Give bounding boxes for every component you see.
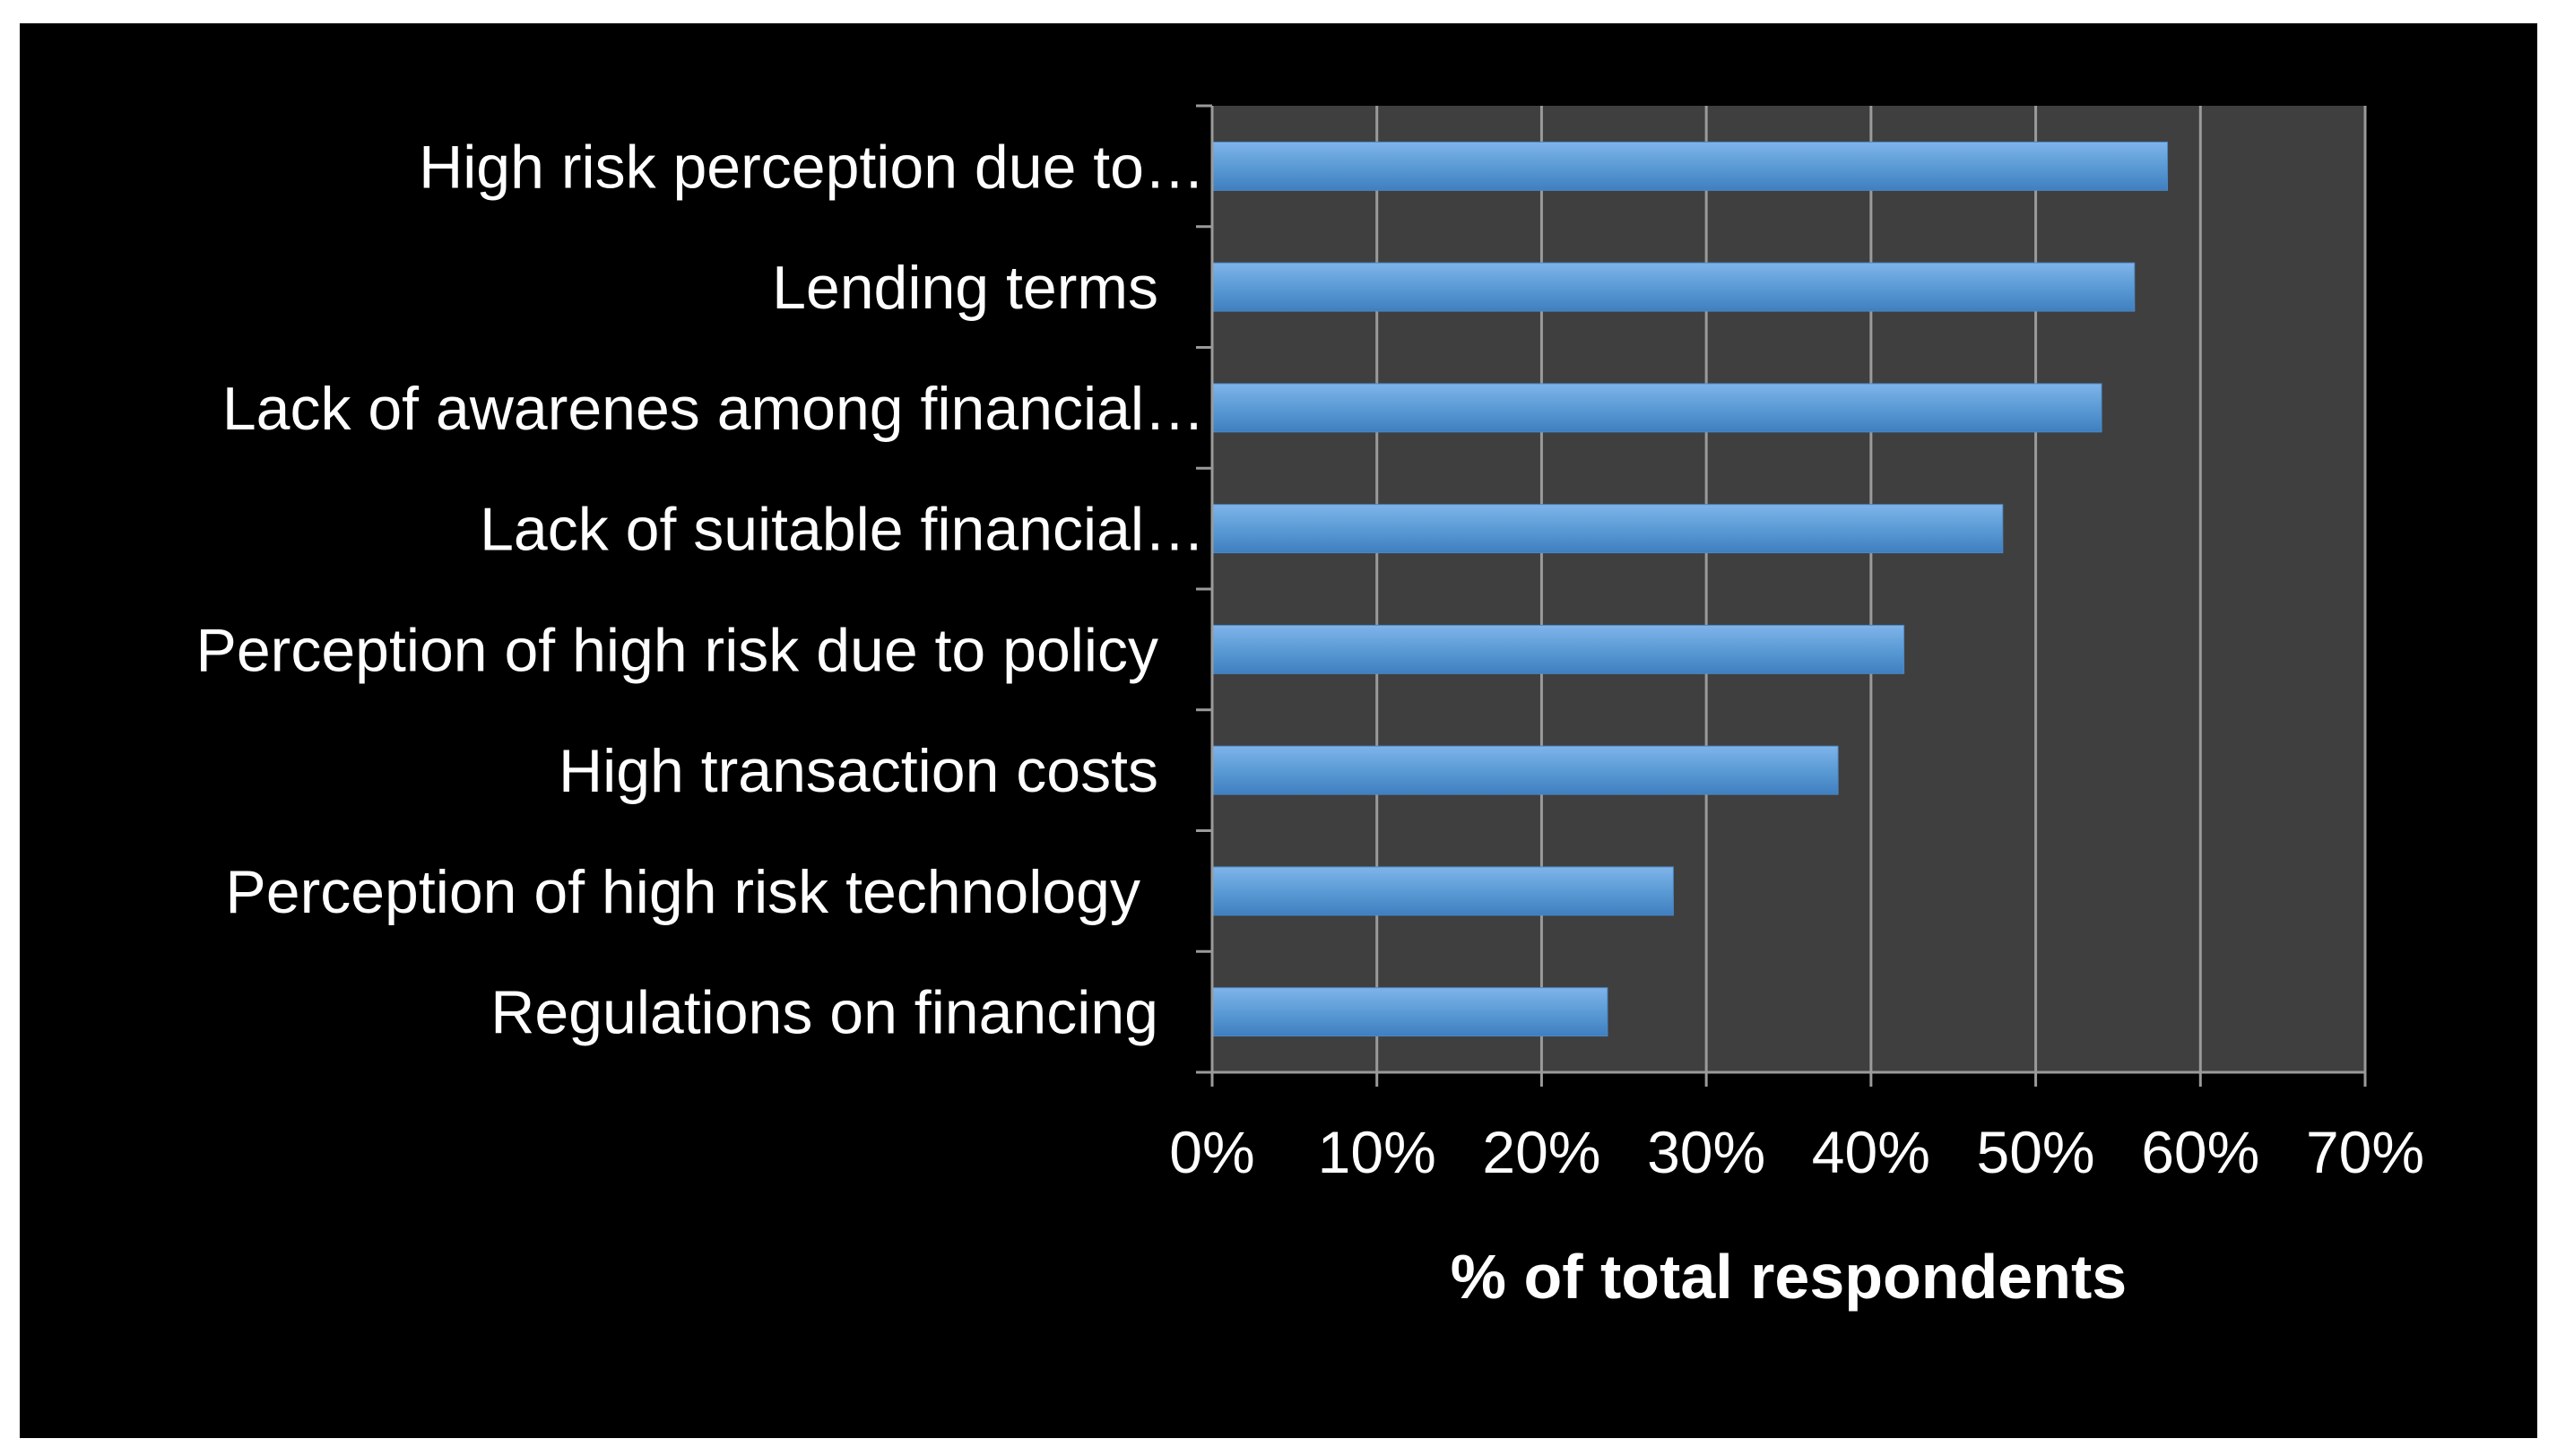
x-tick-label: 60% [2141,1119,2259,1185]
x-tick-label: 0% [1169,1119,1254,1185]
category-label: Lending terms [772,254,1158,322]
category-label: Perception of high risk due to policy [196,616,1159,684]
category-labels: High risk perception due to… Lending term… [196,133,1206,1046]
bar [1211,624,1905,674]
category-label: Regulations on financing [490,979,1158,1047]
x-tick-label: 50% [1977,1119,2095,1185]
chart-frame: High risk perception due to… Lending term… [20,23,2537,1438]
category-label: High transaction costs [559,737,1158,805]
bar [1211,745,1839,795]
bar [1211,504,2004,554]
plot-area [1212,106,2365,1072]
x-tick-label: 20% [1482,1119,1600,1185]
x-tick-label: 10% [1318,1119,1436,1185]
bar [1211,262,2136,312]
x-tick-label: 40% [1812,1119,1930,1185]
bar [1211,866,1674,916]
x-tick-label: 30% [1647,1119,1765,1185]
bar [1211,987,1608,1037]
axes [1196,104,2367,1087]
category-label: Lack of awarenes among financial… [222,375,1205,443]
category-label: Lack of suitable financial… [480,496,1205,564]
category-label: Perception of high risk technology [225,858,1140,926]
x-tick-labels: 0% 10% 20% 30% 40% 50% 60% 70% [1169,1119,2424,1185]
x-axis-title: % of total respondents [1451,1242,2127,1312]
bars [1211,141,2169,1037]
bar-chart: High risk perception due to… Lending term… [196,104,2424,1312]
x-tick-label: 70% [2306,1119,2424,1185]
bar [1211,141,2169,191]
bar [1211,383,2102,433]
category-label: High risk perception due to… [419,133,1205,201]
